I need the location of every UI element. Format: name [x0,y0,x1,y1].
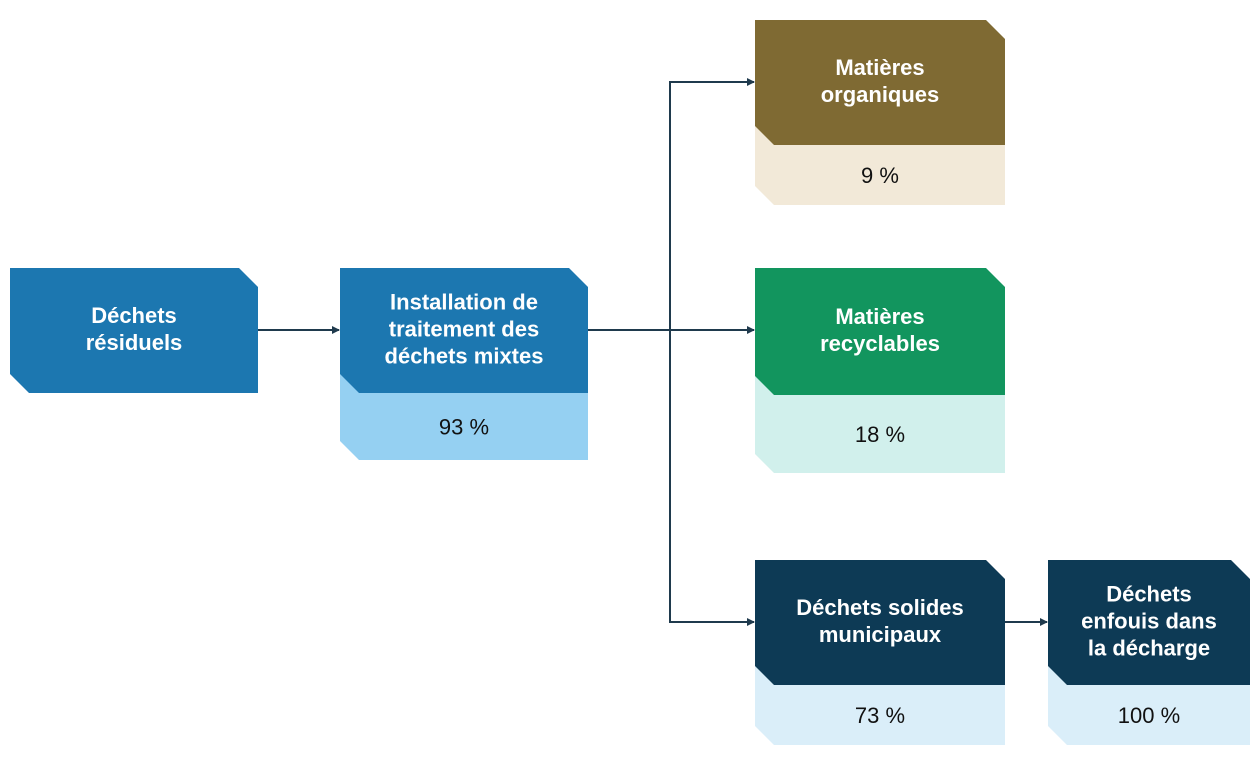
node-header [755,560,1005,685]
value-panel [1048,666,1250,745]
node-header [1048,560,1250,685]
node-label: résiduels [86,330,183,355]
node-label: Déchets solides [796,595,964,620]
value-panel [755,126,1005,205]
node-value: 100 % [1118,703,1180,728]
node-label: enfouis dans [1081,608,1217,633]
node-header [340,268,588,393]
node-label: municipaux [819,622,942,647]
node-header [755,268,1005,395]
node-label: Matières [835,304,924,329]
node-header [10,268,258,393]
node-label: organiques [821,82,940,107]
node-value: 9 % [861,163,899,188]
node-label: Déchets [1106,581,1192,606]
node-value: 73 % [855,703,905,728]
node-value: 18 % [855,422,905,447]
node-label: Matières [835,55,924,80]
node-label: recyclables [820,331,940,356]
node-label: traitement des [389,316,539,341]
node-value: 93 % [439,414,489,439]
branch [669,81,754,623]
value-panel [340,374,588,460]
node-label: la décharge [1088,635,1210,660]
value-panel [755,376,1005,473]
node-header [755,20,1005,145]
node-label: Déchets [91,303,177,328]
node-label: déchets mixtes [385,343,544,368]
connectors [258,78,1048,626]
node-label: Installation de [390,289,538,314]
value-panel [755,666,1005,745]
